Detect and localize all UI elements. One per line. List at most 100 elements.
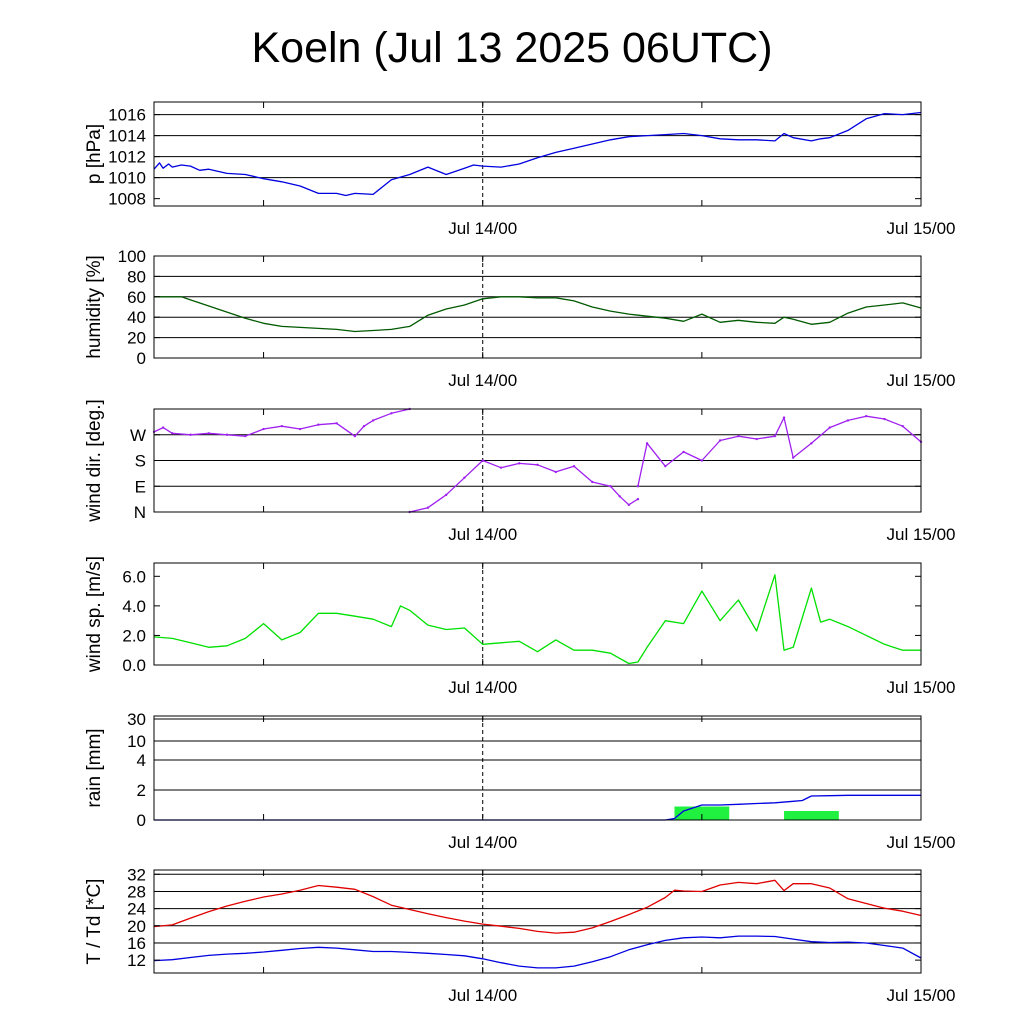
wind-dir-point (636, 497, 640, 501)
wind-dir-point (591, 480, 594, 484)
x-tick-label: Jul 15/00 (887, 678, 956, 697)
wind-dir-point (636, 485, 640, 488)
panel-frame (153, 101, 922, 207)
wind-dir-point (828, 426, 831, 429)
temperature-series-line (153, 935, 922, 969)
y-tick-label: 0 (137, 349, 146, 368)
wind-dir-point (225, 433, 229, 436)
wind-dir-point (426, 506, 430, 509)
y-axis-label: T / Td [*C] (84, 879, 105, 965)
wind-dir-point (244, 434, 247, 438)
humidity-series-line (154, 296, 922, 333)
y-tick-label: E (135, 477, 146, 496)
x-tick-label: Jul 14/00 (448, 219, 517, 238)
y-tick-label: 32 (127, 865, 146, 884)
panel-frame (153, 562, 922, 666)
panel-wind_speed: 0.0 2.0 4.0 6.0 Jul 14/00 Jul 15/00 wind sp. [… (84, 556, 956, 697)
wind-dir-point (645, 442, 649, 445)
y-axis-label: humidity [%] (84, 255, 105, 358)
wind-dir-point (718, 439, 722, 442)
y-tick-label: 1012 (108, 148, 146, 167)
wind-dir-point (499, 466, 503, 469)
wind-dir-point (682, 450, 685, 454)
x-tick-label: Jul 15/00 (887, 371, 956, 390)
wind-dir-point (262, 427, 265, 431)
y-tick-label: 30 (127, 710, 146, 729)
wind_direction-series-line (637, 415, 922, 487)
wind-dir-point (627, 503, 631, 507)
pressure-series-line (153, 111, 922, 197)
rain-bar (784, 811, 839, 820)
y-tick-label: 28 (127, 882, 146, 901)
y-tick-label: S (135, 452, 146, 471)
y-tick-label: N (134, 503, 146, 522)
wind-dir-point (782, 416, 786, 419)
y-tick-label: 1014 (108, 127, 146, 146)
wind-dir-point (171, 432, 174, 435)
x-tick-label: Jul 15/00 (887, 219, 956, 238)
wind-dir-point (810, 442, 813, 445)
wind-dir-point (518, 462, 521, 465)
wind-dir-point (444, 493, 448, 497)
y-axis-label: p [hPa] (84, 124, 105, 184)
temperature-series-line (153, 879, 922, 934)
x-tick-label: Jul 15/00 (887, 525, 956, 544)
panel-frame (153, 869, 922, 974)
x-tick-label: Jul 14/00 (448, 986, 517, 1005)
y-tick-label: 100 (118, 247, 146, 266)
y-tick-label: 4.0 (122, 597, 146, 616)
x-tick-label: Jul 14/00 (448, 678, 517, 697)
wind-dir-point (883, 417, 886, 421)
y-axis-label: wind dir. [deg.] (84, 399, 105, 523)
wind-dir-point (755, 437, 758, 441)
wind-dir-point (317, 423, 320, 426)
wind-dir-point (463, 476, 466, 479)
y-tick-label: 2.0 (122, 626, 146, 645)
y-tick-label: 0.0 (122, 656, 146, 675)
wind-dir-point (572, 465, 576, 468)
wind-dir-point (371, 419, 375, 422)
wind-dir-point (618, 495, 621, 498)
wind-dir-point (773, 434, 777, 438)
y-tick-label: W (130, 426, 146, 445)
wind_direction-series-line (153, 408, 410, 437)
wind-dir-point (554, 470, 557, 474)
y-tick-label: 10 (127, 732, 146, 751)
y-tick-label: 40 (127, 308, 146, 327)
x-tick-label: Jul 15/00 (887, 833, 956, 852)
wind-dir-point (280, 424, 284, 428)
wind-dir-point (846, 419, 850, 422)
y-tick-label: 60 (127, 288, 146, 307)
y-tick-label: 6.0 (122, 567, 146, 586)
chart-title: Koeln (Jul 13 2025 06UTC) (251, 24, 773, 72)
y-tick-label: 0 (137, 811, 146, 830)
y-axis-label: rain [mm] (84, 728, 105, 807)
rain-series-line (154, 794, 921, 821)
y-tick-label: 2 (137, 781, 146, 800)
y-tick-label: 1008 (108, 190, 146, 209)
y-tick-label: 24 (127, 900, 146, 919)
wind-dir-point (536, 463, 539, 466)
x-tick-label: Jul 14/00 (448, 371, 517, 390)
x-tick-label: Jul 14/00 (448, 525, 517, 544)
y-tick-label: 80 (127, 267, 146, 286)
wind-dir-point (362, 424, 366, 428)
wind-dir-point (353, 434, 357, 438)
wind-dir-point (161, 426, 165, 429)
wind_speed-series-line (153, 574, 921, 665)
y-axis-label: wind sp. [m/s] (84, 556, 105, 673)
y-tick-label: 20 (127, 329, 146, 348)
x-tick-label: Jul 14/00 (448, 833, 517, 852)
y-tick-label: 20 (127, 917, 146, 936)
panel-frame (153, 715, 922, 821)
panel-frame (153, 255, 922, 359)
wind-dir-point (791, 456, 795, 459)
wind-dir-point (737, 434, 740, 438)
y-tick-label: 12 (127, 951, 146, 970)
wind-dir-point (390, 412, 393, 415)
wind-dir-point (335, 422, 338, 425)
x-tick-label: Jul 15/00 (887, 986, 956, 1005)
